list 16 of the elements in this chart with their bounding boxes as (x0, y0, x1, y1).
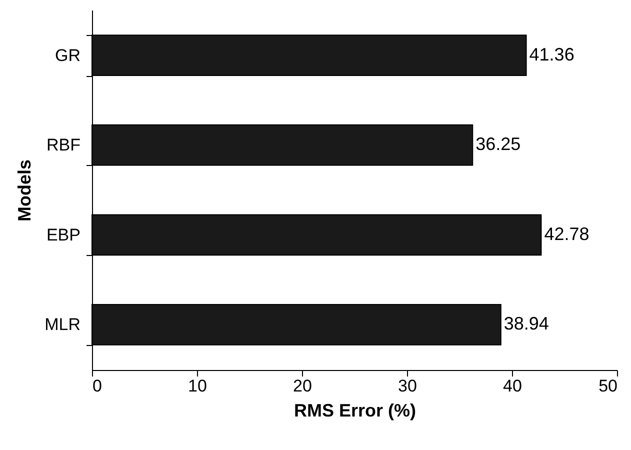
data-label: 42.78 (544, 224, 590, 244)
x-tick-label: 10 (188, 376, 207, 396)
x-tick-label: 40 (503, 376, 522, 396)
data-label: 38.94 (504, 314, 549, 334)
data-label: 41.36 (529, 44, 574, 64)
data-label: 36.25 (476, 134, 521, 154)
y-tick-label: MLR (44, 315, 80, 334)
y-tick-label: EBP (46, 225, 80, 244)
x-axis-title: RMS Error (%) (294, 400, 416, 420)
x-tick-label: 30 (398, 376, 417, 396)
x-tick-label: 20 (293, 376, 312, 396)
y-tick-label: RBF (46, 136, 80, 155)
y-axis-title: Models (14, 159, 35, 222)
y-tick-label: GR (55, 46, 80, 65)
x-tick-label: 50 (598, 376, 618, 396)
x-tick-label: 0 (92, 376, 102, 396)
